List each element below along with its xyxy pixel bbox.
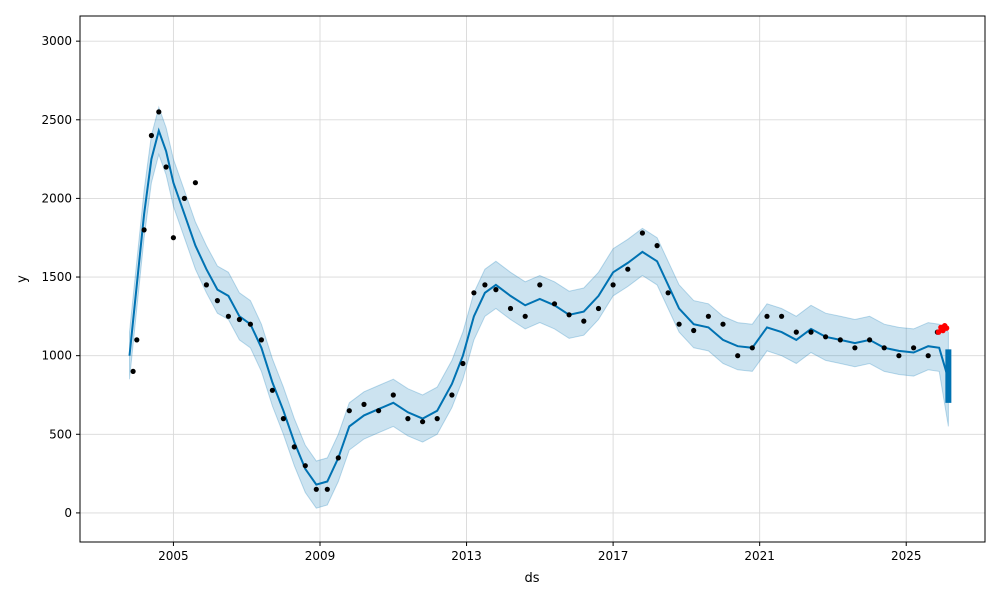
observed-point: [192, 180, 198, 186]
x-tick-label: 2009: [305, 549, 336, 563]
y-axis-label: y: [15, 275, 30, 283]
x-tick-label: 2013: [451, 549, 482, 563]
observed-point: [420, 419, 426, 425]
observed-point: [214, 298, 220, 304]
observed-point: [148, 132, 154, 139]
observed-point: [170, 235, 176, 241]
observed-point: [335, 455, 341, 461]
x-tick-label: 2021: [744, 549, 775, 563]
observed-point: [141, 227, 147, 233]
observed-point: [376, 408, 382, 414]
observed-point: [482, 282, 488, 288]
observed-point: [346, 408, 352, 414]
observed-point: [691, 327, 697, 334]
y-tick-label: 1500: [41, 270, 72, 284]
uncertainty-band-layer: [129, 105, 949, 509]
y-tick-label: 2500: [41, 113, 72, 127]
observed-point: [676, 321, 682, 327]
observed-point: [551, 301, 558, 307]
x-axis-label: ds: [524, 571, 539, 586]
observed-point: [925, 353, 931, 359]
observed-point: [291, 444, 297, 450]
x-axis-ticks: 2005 2009 2013 2017 2021 2025: [158, 542, 921, 563]
observed-point: [522, 313, 528, 319]
observed-point: [269, 387, 275, 393]
observed-points-layer: [130, 109, 941, 492]
observed-point: [507, 305, 514, 312]
x-tick-label: 2017: [598, 549, 629, 563]
grid-layer: [80, 16, 985, 542]
uncertainty-band: [129, 105, 949, 509]
observed-point: [896, 353, 902, 359]
observed-point: [302, 463, 308, 469]
x-tick-label: 2005: [158, 549, 189, 563]
observed-point: [581, 318, 587, 324]
observed-point: [595, 305, 602, 312]
observed-point: [163, 164, 169, 170]
observed-point: [808, 329, 814, 335]
y-tick-label: 3000: [41, 34, 72, 48]
observed-point: [720, 321, 726, 327]
y-axis-ticks: 0 500 1000 1500 2000 2500 3000: [41, 34, 80, 520]
observed-point: [881, 345, 887, 351]
plot-frame: [79, 15, 986, 543]
recent-point: [943, 325, 950, 331]
observed-point: [779, 313, 785, 319]
observed-point: [867, 337, 873, 343]
y-tick-label: 0: [64, 506, 72, 520]
observed-point: [324, 486, 330, 492]
observed-point: [654, 243, 660, 249]
observed-point: [665, 290, 671, 296]
observed-point: [911, 345, 917, 351]
observed-point: [625, 266, 631, 272]
forecast-line-layer: [128, 127, 952, 486]
observed-point: [537, 282, 543, 288]
x-tick-label: 2025: [891, 549, 922, 563]
observed-point: [449, 392, 455, 398]
observed-point: [639, 230, 646, 236]
observed-point: [405, 416, 411, 422]
observed-point: [225, 313, 231, 319]
observed-point: [852, 345, 858, 351]
y-tick-label: 500: [49, 427, 72, 441]
observed-point: [566, 312, 572, 318]
observed-point: [236, 316, 242, 323]
observed-point: [258, 337, 264, 343]
observed-point: [156, 109, 162, 115]
observed-point: [361, 401, 367, 407]
observed-point: [181, 195, 187, 201]
observed-point: [460, 360, 466, 367]
observed-point: [130, 368, 136, 374]
observed-point: [134, 337, 140, 343]
observed-point: [493, 287, 499, 293]
recent-points-layer: [935, 323, 950, 335]
observed-point: [313, 486, 319, 492]
recent-point: [935, 329, 942, 335]
observed-point: [705, 313, 712, 319]
observed-point: [793, 329, 799, 335]
y-tick-label: 2000: [41, 191, 72, 205]
observed-point: [764, 313, 770, 319]
observed-point: [471, 290, 477, 296]
observed-point: [203, 282, 209, 288]
forecast-line: [128, 127, 950, 486]
observed-point: [280, 416, 286, 422]
y-tick-label: 1000: [41, 349, 72, 363]
observed-point: [434, 416, 440, 422]
observed-point: [247, 321, 253, 327]
observed-point: [390, 392, 396, 398]
observed-point: [735, 353, 741, 359]
observed-point: [610, 282, 616, 288]
observed-point: [823, 334, 829, 340]
observed-point: [837, 337, 843, 343]
observed-point: [749, 345, 755, 351]
